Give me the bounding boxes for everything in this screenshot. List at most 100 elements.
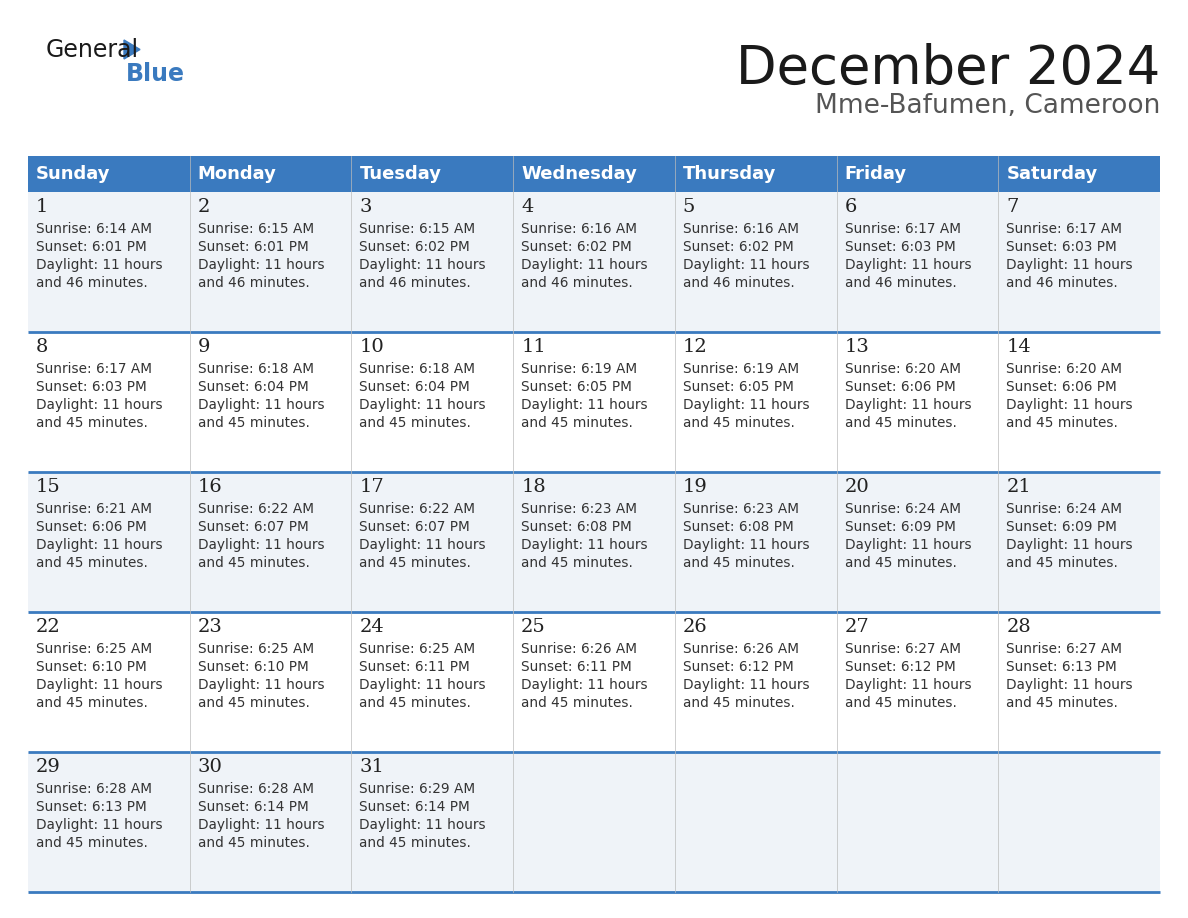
Text: and 45 minutes.: and 45 minutes. (683, 416, 795, 430)
Text: Sunrise: 6:19 AM: Sunrise: 6:19 AM (683, 362, 800, 376)
Text: Sunset: 6:02 PM: Sunset: 6:02 PM (360, 240, 470, 254)
Text: Daylight: 11 hours: Daylight: 11 hours (197, 398, 324, 412)
Text: and 45 minutes.: and 45 minutes. (360, 696, 472, 710)
Bar (513, 156, 675, 192)
Text: Sunrise: 6:20 AM: Sunrise: 6:20 AM (1006, 362, 1123, 376)
Text: 23: 23 (197, 618, 222, 636)
Text: Sunrise: 6:24 AM: Sunrise: 6:24 AM (845, 502, 961, 516)
Text: Sunrise: 6:19 AM: Sunrise: 6:19 AM (522, 362, 637, 376)
Text: Sunset: 6:12 PM: Sunset: 6:12 PM (683, 660, 794, 674)
Text: Sunrise: 6:25 AM: Sunrise: 6:25 AM (36, 642, 152, 656)
Text: Sunset: 6:08 PM: Sunset: 6:08 PM (683, 520, 794, 534)
Text: and 45 minutes.: and 45 minutes. (845, 556, 956, 570)
Text: and 45 minutes.: and 45 minutes. (522, 416, 633, 430)
Text: Daylight: 11 hours: Daylight: 11 hours (683, 398, 809, 412)
Text: Daylight: 11 hours: Daylight: 11 hours (360, 398, 486, 412)
Text: Sunset: 6:04 PM: Sunset: 6:04 PM (360, 380, 470, 394)
Text: Sunset: 6:03 PM: Sunset: 6:03 PM (845, 240, 955, 254)
Text: Daylight: 11 hours: Daylight: 11 hours (360, 678, 486, 692)
Text: 24: 24 (360, 618, 384, 636)
Text: 26: 26 (683, 618, 708, 636)
Bar (190, 156, 352, 192)
Text: 27: 27 (845, 618, 870, 636)
Text: Daylight: 11 hours: Daylight: 11 hours (845, 678, 972, 692)
Text: Daylight: 11 hours: Daylight: 11 hours (36, 398, 163, 412)
Text: Daylight: 11 hours: Daylight: 11 hours (522, 398, 647, 412)
Polygon shape (124, 40, 140, 59)
Text: 29: 29 (36, 758, 61, 776)
Text: Daylight: 11 hours: Daylight: 11 hours (36, 258, 163, 272)
Text: General: General (46, 38, 139, 62)
Text: 19: 19 (683, 478, 708, 496)
Text: Daylight: 11 hours: Daylight: 11 hours (36, 818, 163, 832)
Text: Sunset: 6:06 PM: Sunset: 6:06 PM (845, 380, 955, 394)
Text: and 45 minutes.: and 45 minutes. (360, 556, 472, 570)
Text: 18: 18 (522, 478, 546, 496)
Text: Sunrise: 6:17 AM: Sunrise: 6:17 AM (36, 362, 152, 376)
Text: and 45 minutes.: and 45 minutes. (197, 696, 310, 710)
Text: Sunrise: 6:16 AM: Sunrise: 6:16 AM (683, 222, 798, 236)
Text: and 45 minutes.: and 45 minutes. (683, 556, 795, 570)
Text: 25: 25 (522, 618, 546, 636)
Text: and 45 minutes.: and 45 minutes. (36, 556, 147, 570)
Text: Sunrise: 6:22 AM: Sunrise: 6:22 AM (360, 502, 475, 516)
Text: Daylight: 11 hours: Daylight: 11 hours (522, 258, 647, 272)
Text: Sunset: 6:14 PM: Sunset: 6:14 PM (360, 800, 470, 814)
Text: and 45 minutes.: and 45 minutes. (1006, 556, 1118, 570)
Text: December 2024: December 2024 (735, 43, 1159, 95)
Text: 5: 5 (683, 198, 695, 216)
Bar (836, 156, 998, 192)
Text: Sunrise: 6:23 AM: Sunrise: 6:23 AM (522, 502, 637, 516)
Text: Sunset: 6:06 PM: Sunset: 6:06 PM (1006, 380, 1117, 394)
Text: Daylight: 11 hours: Daylight: 11 hours (197, 538, 324, 552)
Text: Sunrise: 6:25 AM: Sunrise: 6:25 AM (360, 642, 475, 656)
Text: Sunset: 6:08 PM: Sunset: 6:08 PM (522, 520, 632, 534)
Text: Daylight: 11 hours: Daylight: 11 hours (522, 538, 647, 552)
Text: Daylight: 11 hours: Daylight: 11 hours (845, 258, 972, 272)
Text: 15: 15 (36, 478, 61, 496)
Text: and 46 minutes.: and 46 minutes. (1006, 276, 1118, 290)
Text: and 45 minutes.: and 45 minutes. (1006, 416, 1118, 430)
Text: Daylight: 11 hours: Daylight: 11 hours (360, 538, 486, 552)
Text: Daylight: 11 hours: Daylight: 11 hours (360, 818, 486, 832)
Text: Sunrise: 6:24 AM: Sunrise: 6:24 AM (1006, 502, 1123, 516)
Text: and 46 minutes.: and 46 minutes. (36, 276, 147, 290)
Text: and 45 minutes.: and 45 minutes. (36, 836, 147, 850)
Text: and 45 minutes.: and 45 minutes. (197, 836, 310, 850)
Bar (352, 156, 513, 192)
Bar (29, 472, 1159, 612)
Text: and 45 minutes.: and 45 minutes. (845, 416, 956, 430)
Text: and 45 minutes.: and 45 minutes. (36, 416, 147, 430)
Text: Monday: Monday (197, 165, 277, 183)
Text: Sunrise: 6:17 AM: Sunrise: 6:17 AM (1006, 222, 1123, 236)
Text: 12: 12 (683, 338, 708, 356)
Text: Daylight: 11 hours: Daylight: 11 hours (845, 398, 972, 412)
Text: 6: 6 (845, 198, 857, 216)
Bar (29, 332, 1159, 472)
Text: Daylight: 11 hours: Daylight: 11 hours (197, 818, 324, 832)
Text: Sunset: 6:06 PM: Sunset: 6:06 PM (36, 520, 147, 534)
Text: Daylight: 11 hours: Daylight: 11 hours (197, 258, 324, 272)
Text: Sunset: 6:02 PM: Sunset: 6:02 PM (683, 240, 794, 254)
Text: Sunset: 6:01 PM: Sunset: 6:01 PM (36, 240, 147, 254)
Text: Sunrise: 6:28 AM: Sunrise: 6:28 AM (36, 782, 152, 796)
Text: Daylight: 11 hours: Daylight: 11 hours (683, 538, 809, 552)
Text: 11: 11 (522, 338, 546, 356)
Text: Sunrise: 6:20 AM: Sunrise: 6:20 AM (845, 362, 961, 376)
Text: Sunrise: 6:26 AM: Sunrise: 6:26 AM (522, 642, 637, 656)
Bar (29, 192, 1159, 332)
Text: Sunrise: 6:15 AM: Sunrise: 6:15 AM (197, 222, 314, 236)
Text: Daylight: 11 hours: Daylight: 11 hours (36, 678, 163, 692)
Text: and 45 minutes.: and 45 minutes. (845, 696, 956, 710)
Text: 13: 13 (845, 338, 870, 356)
Text: Sunday: Sunday (36, 165, 110, 183)
Text: Sunrise: 6:27 AM: Sunrise: 6:27 AM (845, 642, 961, 656)
Text: 7: 7 (1006, 198, 1018, 216)
Text: 31: 31 (360, 758, 384, 776)
Text: Sunset: 6:10 PM: Sunset: 6:10 PM (36, 660, 147, 674)
Text: and 45 minutes.: and 45 minutes. (197, 416, 310, 430)
Text: Sunrise: 6:17 AM: Sunrise: 6:17 AM (845, 222, 961, 236)
Bar (675, 156, 836, 192)
Text: 4: 4 (522, 198, 533, 216)
Text: and 46 minutes.: and 46 minutes. (360, 276, 472, 290)
